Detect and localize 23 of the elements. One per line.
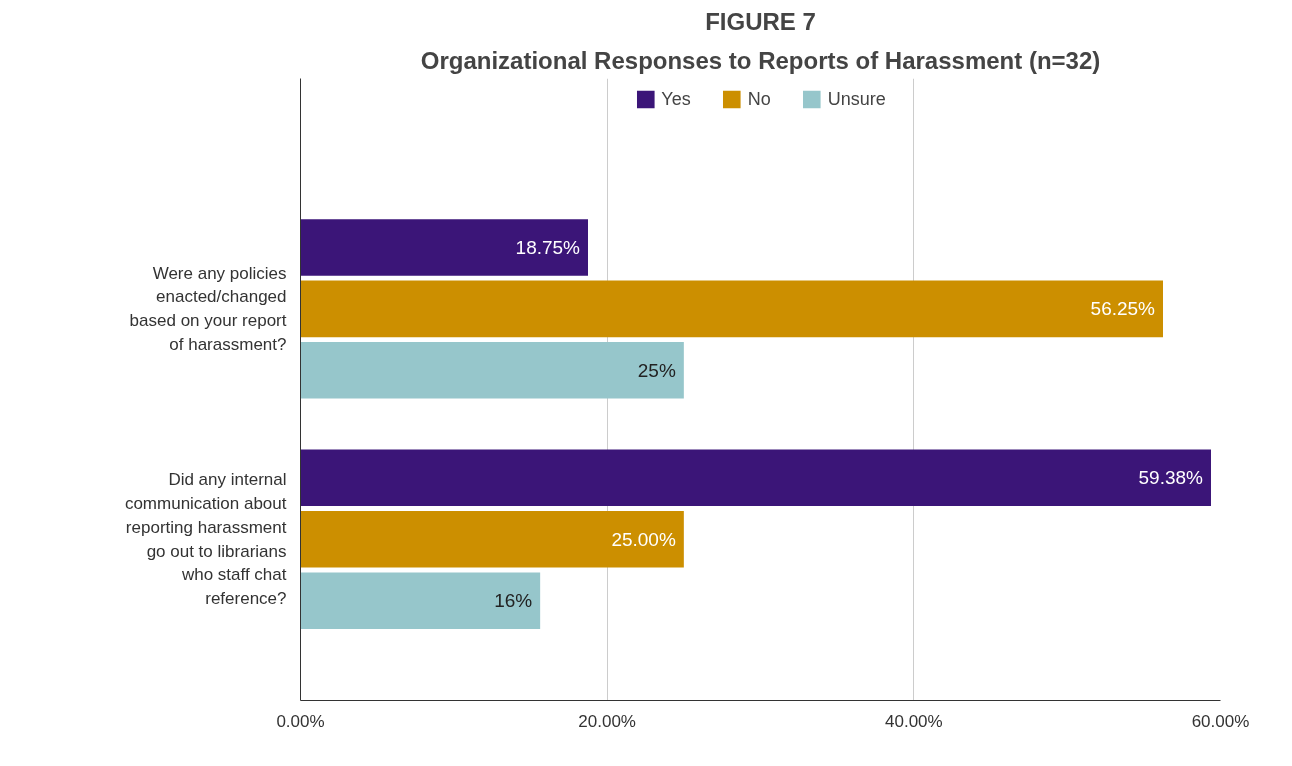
chart-subtitle: Organizational Responses to Reports of Harassment (n=32)	[420, 46, 1101, 74]
legend-label: Unsure	[827, 88, 886, 110]
data-label: 16%	[494, 590, 533, 612]
bar	[300, 510, 684, 568]
data-label: 18.75%	[515, 236, 581, 258]
x-tick-label: 60.00%	[1191, 711, 1250, 731]
x-tick-label: 0.00%	[276, 711, 325, 731]
x-tick-label: 20.00%	[578, 711, 637, 731]
data-label: 59.38%	[1138, 467, 1204, 489]
data-label: 25%	[637, 359, 676, 381]
legend-label: Yes	[661, 88, 691, 110]
bar	[300, 219, 588, 276]
bar	[300, 572, 541, 629]
bar	[300, 449, 1211, 507]
data-label: 25.00%	[611, 528, 676, 550]
data-label: 56.25%	[1090, 298, 1156, 320]
bar	[300, 280, 1163, 338]
chart-title: FIGURE 7	[705, 7, 816, 35]
bar	[300, 342, 684, 399]
y-tick-label: Did any internal communication about reporting harassment go out to librarians who staff chat reference?	[124, 470, 287, 609]
y-tick-label: Were any policies enacted/changed based on your report of harassment?	[129, 263, 287, 354]
legend-label: No	[747, 88, 771, 110]
x-tick-label: 40.00%	[885, 711, 943, 731]
